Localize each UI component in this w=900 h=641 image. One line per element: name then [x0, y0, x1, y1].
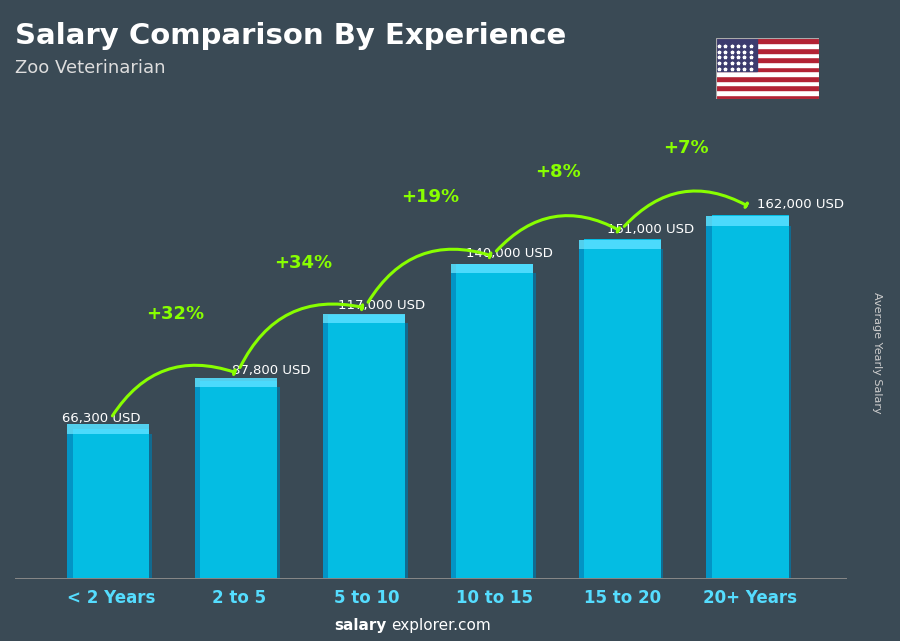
Bar: [68, 424, 149, 433]
Bar: [323, 314, 405, 323]
Text: Salary Comparison By Experience: Salary Comparison By Experience: [15, 22, 566, 50]
Bar: [716, 85, 819, 90]
Bar: [716, 95, 819, 99]
Text: 162,000 USD: 162,000 USD: [757, 198, 843, 211]
Text: 140,000 USD: 140,000 USD: [466, 247, 554, 260]
FancyBboxPatch shape: [328, 315, 405, 578]
Bar: [277, 387, 280, 578]
FancyBboxPatch shape: [456, 264, 533, 578]
Text: Zoo Veterinarian: Zoo Veterinarian: [15, 58, 166, 76]
Bar: [451, 273, 456, 578]
Text: Average Yearly Salary: Average Yearly Salary: [872, 292, 883, 413]
Text: 151,000 USD: 151,000 USD: [607, 222, 694, 236]
Bar: [195, 387, 201, 578]
Text: 87,800 USD: 87,800 USD: [232, 364, 310, 378]
FancyBboxPatch shape: [73, 429, 149, 578]
Bar: [716, 71, 819, 76]
Text: +8%: +8%: [536, 163, 581, 181]
Bar: [716, 43, 819, 48]
Text: salary: salary: [335, 619, 387, 633]
Bar: [706, 226, 712, 578]
FancyBboxPatch shape: [584, 239, 661, 578]
FancyBboxPatch shape: [712, 215, 788, 578]
Bar: [716, 67, 819, 71]
Bar: [716, 38, 757, 71]
Text: 117,000 USD: 117,000 USD: [338, 299, 426, 312]
Text: explorer.com: explorer.com: [392, 619, 491, 633]
Bar: [405, 323, 408, 578]
Bar: [716, 76, 819, 81]
Bar: [323, 323, 328, 578]
Text: 66,300 USD: 66,300 USD: [62, 412, 140, 426]
Bar: [716, 57, 819, 62]
Bar: [195, 378, 277, 387]
Bar: [716, 90, 819, 95]
Bar: [716, 53, 819, 57]
Bar: [68, 433, 73, 578]
Bar: [716, 38, 819, 43]
FancyBboxPatch shape: [201, 381, 277, 578]
Text: +7%: +7%: [663, 138, 709, 156]
Bar: [716, 48, 819, 53]
Text: +34%: +34%: [274, 254, 332, 272]
Bar: [579, 249, 584, 578]
Bar: [788, 226, 791, 578]
Text: +19%: +19%: [401, 188, 460, 206]
Bar: [579, 240, 661, 249]
Bar: [706, 217, 788, 226]
Text: +32%: +32%: [146, 305, 204, 323]
Bar: [149, 433, 152, 578]
Bar: [661, 249, 663, 578]
Bar: [716, 62, 819, 67]
Bar: [533, 273, 536, 578]
Bar: [716, 81, 819, 85]
Bar: [451, 264, 533, 273]
